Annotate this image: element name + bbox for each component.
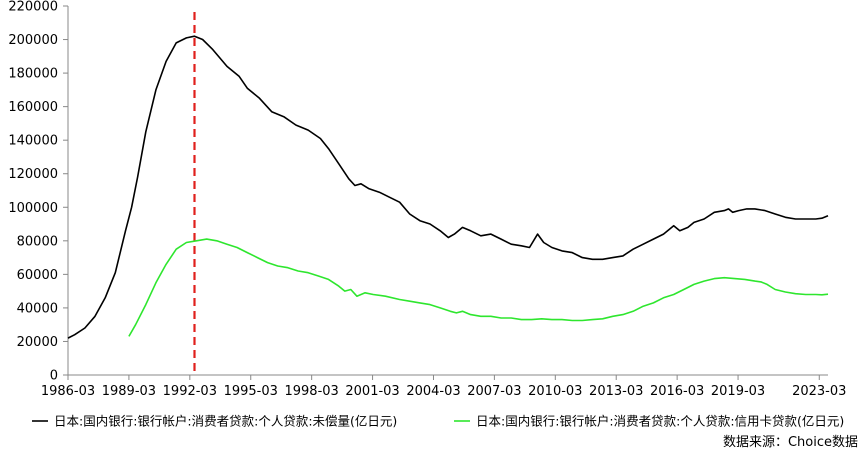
x-axis: 1986-03 1989-03 1992-03 1995-03 1998-03 2001-… — [41, 374, 846, 399]
y-tick-label: 200000 — [8, 33, 58, 48]
x-tick-label: 2019-03 — [711, 384, 765, 399]
x-tick-label: 2023-03 — [792, 384, 846, 399]
series-line-1 — [67, 35, 829, 339]
x-tick-label: 2013-03 — [589, 384, 643, 399]
x-tick-label: 2004-03 — [406, 384, 460, 399]
legend-label-1: 日本:国内银行:银行帐户:消费者贷款:个人贷款:未偿量(亿日元) — [54, 414, 397, 429]
y-tick-label: 140000 — [8, 134, 58, 149]
x-tick-label: 2010-03 — [528, 384, 582, 399]
x-tick-label: 2001-03 — [345, 384, 399, 399]
x-tick-label: 1989-03 — [102, 384, 156, 399]
y-tick-label: 20000 — [17, 335, 58, 350]
series-layer — [67, 35, 829, 339]
source-note: 数据来源：Choice数据 — [723, 435, 858, 450]
y-tick-label: 180000 — [8, 67, 58, 82]
x-tick-label: 1995-03 — [224, 384, 278, 399]
y-tick-label: 0 — [50, 369, 58, 384]
x-tick-label: 1992-03 — [163, 384, 217, 399]
x-tick-label: 2016-03 — [650, 384, 704, 399]
y-tick-label: 80000 — [17, 234, 58, 249]
x-tick-label: 1998-03 — [284, 384, 338, 399]
y-tick-label: 120000 — [8, 167, 58, 182]
y-axis: 0 20000 40000 60000 80000 100000 120000 140000 1… — [8, 0, 69, 384]
legend: 日本:国内银行:银行帐户:消费者贷款:个人贷款:未偿量(亿日元) 日本:国内银行:… — [32, 414, 844, 429]
legend-label-2: 日本:国内银行:银行帐户:消费者贷款:个人贷款:信用卡贷款(亿日元) — [476, 414, 844, 429]
series-line-2 — [128, 238, 829, 337]
y-tick-label: 40000 — [17, 301, 58, 316]
y-tick-label: 160000 — [8, 100, 58, 115]
y-tick-label: 100000 — [8, 201, 58, 216]
y-tick-label: 60000 — [17, 268, 58, 283]
x-tick-label: 2007-03 — [467, 384, 521, 399]
x-tick-label: 1986-03 — [41, 384, 95, 399]
y-tick-label: 220000 — [8, 0, 58, 15]
